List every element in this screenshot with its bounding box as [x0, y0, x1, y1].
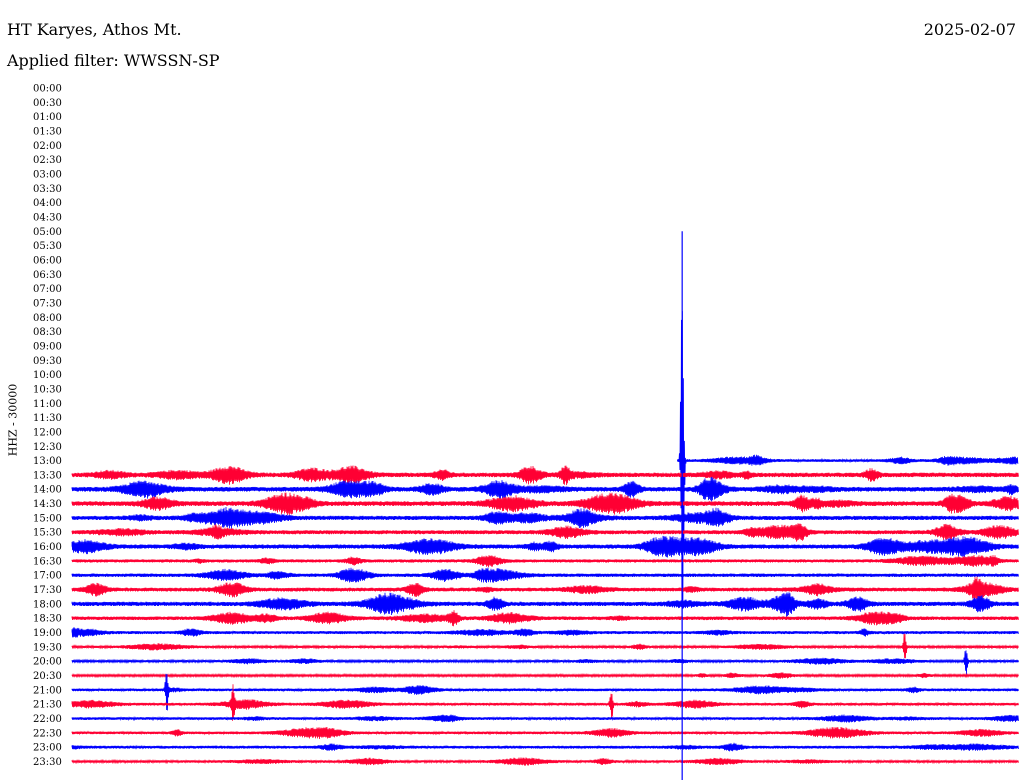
row-time-label: 17:00	[33, 571, 62, 582]
trace-row-1430	[71, 492, 1019, 516]
row-time-label: 05:30	[33, 241, 62, 252]
row-time-label: 07:30	[33, 298, 62, 309]
trace-row-1300	[677, 311, 1019, 630]
trace-row-1500	[71, 506, 1019, 529]
row-time-label: 22:00	[33, 714, 62, 725]
trace-row-1530	[71, 523, 1019, 542]
row-time-label: 22:30	[33, 728, 62, 739]
row-time-label: 18:30	[33, 614, 62, 625]
trace-row-2000	[71, 650, 1019, 675]
row-time-label: 19:30	[33, 642, 62, 653]
row-time-label: 09:00	[33, 341, 62, 352]
row-time-label: 02:30	[33, 155, 62, 166]
row-time-label: 11:00	[33, 399, 62, 410]
trace-row-1900	[71, 627, 1019, 638]
row-time-label: 14:00	[33, 485, 62, 496]
row-time-label: 21:00	[33, 685, 62, 696]
row-time-label: 06:00	[33, 255, 62, 266]
trace-row-1730	[71, 576, 1019, 601]
row-time-label: 08:30	[33, 327, 62, 338]
row-time-label: 18:00	[33, 599, 62, 610]
date-label: 2025-02-07	[923, 20, 1016, 39]
row-time-label: 13:00	[33, 456, 62, 467]
row-time-label: 00:30	[33, 98, 62, 109]
row-time-label: 10:30	[33, 384, 62, 395]
row-time-label: 01:00	[33, 112, 62, 123]
row-time-label: 16:30	[33, 556, 62, 567]
trace-row-2130	[71, 684, 1019, 721]
row-time-label: 15:00	[33, 513, 62, 524]
row-time-label: 21:30	[33, 700, 62, 711]
trace-row-1630	[71, 554, 1019, 568]
trace-row-1830	[71, 610, 1019, 627]
row-time-label: 19:00	[33, 628, 62, 639]
row-time-label: 15:30	[33, 528, 62, 539]
row-time-label: 14:30	[33, 499, 62, 510]
trace-row-1330	[71, 465, 1019, 486]
row-time-label: 17:30	[33, 585, 62, 596]
trace-row-1800	[71, 592, 1019, 617]
row-time-label: 20:00	[33, 657, 62, 668]
trace-row-1700	[71, 567, 1019, 583]
row-time-label: 23:30	[33, 757, 62, 768]
row-time-label: 16:00	[33, 542, 62, 553]
row-time-label: 23:00	[33, 743, 62, 754]
row-time-label: 08:00	[33, 313, 62, 324]
trace-row-2200	[71, 714, 1019, 723]
row-time-label: 12:00	[33, 427, 62, 438]
trace-row-1600	[71, 535, 1019, 558]
trace-row-2030	[71, 672, 1019, 679]
row-time-label: 03:30	[33, 184, 62, 195]
trace-row-1400	[71, 476, 1019, 502]
row-time-label: 12:30	[33, 442, 62, 453]
filter-label: Applied filter: WWSSN-SP	[7, 51, 220, 70]
row-time-label: 10:00	[33, 370, 62, 381]
row-time-label: 20:30	[33, 671, 62, 682]
trace-row-2300	[71, 742, 1019, 752]
trace-row-2230	[71, 726, 1019, 740]
row-time-label: 04:30	[33, 212, 62, 223]
row-time-label: 06:30	[33, 270, 62, 281]
trace-row-2100	[71, 673, 1019, 711]
row-time-label: 05:00	[33, 227, 62, 238]
station-name: HT Karyes, Athos Mt.	[7, 20, 182, 39]
row-time-label: 02:00	[33, 141, 62, 152]
row-time-label: 01:30	[33, 126, 62, 137]
row-time-label: 09:30	[33, 356, 62, 367]
row-time-label: 00:00	[33, 84, 62, 95]
row-time-label: 11:30	[33, 413, 62, 424]
row-time-label: 07:00	[33, 284, 62, 295]
row-time-label: 13:30	[33, 470, 62, 481]
row-time-label: 03:00	[33, 169, 62, 180]
row-time-label: 04:00	[33, 198, 62, 209]
trace-row-1930	[71, 633, 1019, 659]
trace-row-2330	[71, 757, 1019, 766]
